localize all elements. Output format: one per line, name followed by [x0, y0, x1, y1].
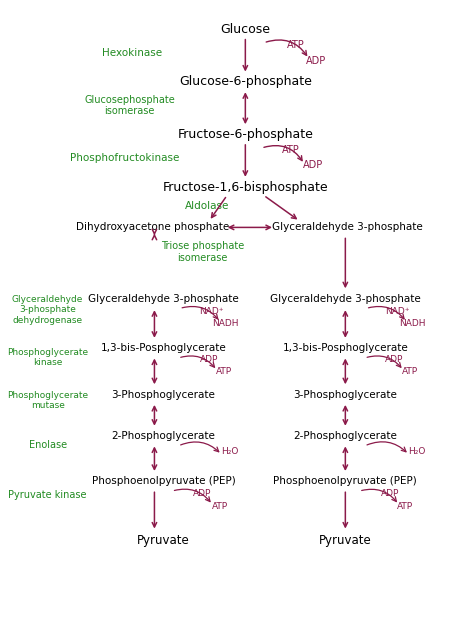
Text: NAD⁺: NAD⁺	[385, 307, 410, 315]
Text: Enolase: Enolase	[28, 440, 67, 450]
Text: H₂O: H₂O	[221, 447, 238, 456]
Text: Dihydroxyacetone phosphate: Dihydroxyacetone phosphate	[75, 223, 229, 233]
Text: ATP: ATP	[282, 145, 300, 155]
Text: Glyceraldehyde 3-phosphate: Glyceraldehyde 3-phosphate	[270, 294, 421, 304]
Text: Glyceraldehyde 3-phosphate: Glyceraldehyde 3-phosphate	[88, 294, 239, 304]
Text: 3-Phosphoglycerate: 3-Phosphoglycerate	[293, 389, 397, 399]
Text: ADP: ADP	[381, 489, 399, 498]
Text: ADP: ADP	[302, 160, 323, 170]
Text: Glucose-6-phosphate: Glucose-6-phosphate	[179, 75, 312, 88]
Text: Glucose: Glucose	[220, 23, 270, 35]
Text: ADP: ADP	[385, 355, 404, 364]
Text: Glucosephosphate
isomerase: Glucosephosphate isomerase	[84, 95, 175, 116]
Text: Triose phosphate
isomerase: Triose phosphate isomerase	[161, 241, 244, 263]
Text: ATP: ATP	[402, 367, 418, 376]
Text: Aldolase: Aldolase	[184, 201, 229, 211]
Text: Phosphoglycerate
mutase: Phosphoglycerate mutase	[7, 391, 88, 411]
Text: ATP: ATP	[397, 501, 413, 511]
Text: 1,3-bis-Posphoglycerate: 1,3-bis-Posphoglycerate	[100, 343, 227, 353]
Text: ATP: ATP	[212, 501, 228, 511]
Text: Fructose-1,6-bisphosphate: Fructose-1,6-bisphosphate	[163, 180, 328, 193]
Text: 3-Phosphoglycerate: 3-Phosphoglycerate	[111, 389, 216, 399]
Text: 2-Phosphoglycerate: 2-Phosphoglycerate	[111, 431, 216, 441]
Text: Phosphoenolpyruvate (PEP): Phosphoenolpyruvate (PEP)	[273, 476, 417, 486]
Text: Phosphoglycerate
kinase: Phosphoglycerate kinase	[7, 348, 88, 367]
Text: Pyruvate: Pyruvate	[319, 534, 372, 547]
Text: 1,3-bis-Posphoglycerate: 1,3-bis-Posphoglycerate	[283, 343, 408, 353]
Text: NADH: NADH	[211, 319, 238, 328]
Text: ATP: ATP	[286, 40, 304, 50]
Text: Pyruvate kinase: Pyruvate kinase	[9, 490, 87, 500]
Text: 2-Phosphoglycerate: 2-Phosphoglycerate	[293, 431, 397, 441]
Text: ATP: ATP	[216, 367, 232, 376]
Text: ADP: ADP	[193, 489, 211, 498]
Text: Glyceraldehyde
3-phosphate
dehydrogenase: Glyceraldehyde 3-phosphate dehydrogenase	[12, 295, 83, 325]
Text: Fructose-6-phosphate: Fructose-6-phosphate	[177, 128, 313, 141]
Text: Hexokinase: Hexokinase	[101, 48, 162, 58]
Text: NAD⁺: NAD⁺	[199, 307, 224, 315]
Text: NADH: NADH	[400, 319, 426, 328]
Text: ADP: ADP	[200, 355, 218, 364]
Text: Glyceraldehyde 3-phosphate: Glyceraldehyde 3-phosphate	[272, 223, 423, 233]
Text: ADP: ADP	[306, 57, 326, 67]
Text: H₂O: H₂O	[409, 447, 426, 456]
Text: Phosphoenolpyruvate (PEP): Phosphoenolpyruvate (PEP)	[91, 476, 236, 486]
Text: Phosphofructokinase: Phosphofructokinase	[70, 153, 180, 163]
Text: Pyruvate: Pyruvate	[137, 534, 190, 547]
